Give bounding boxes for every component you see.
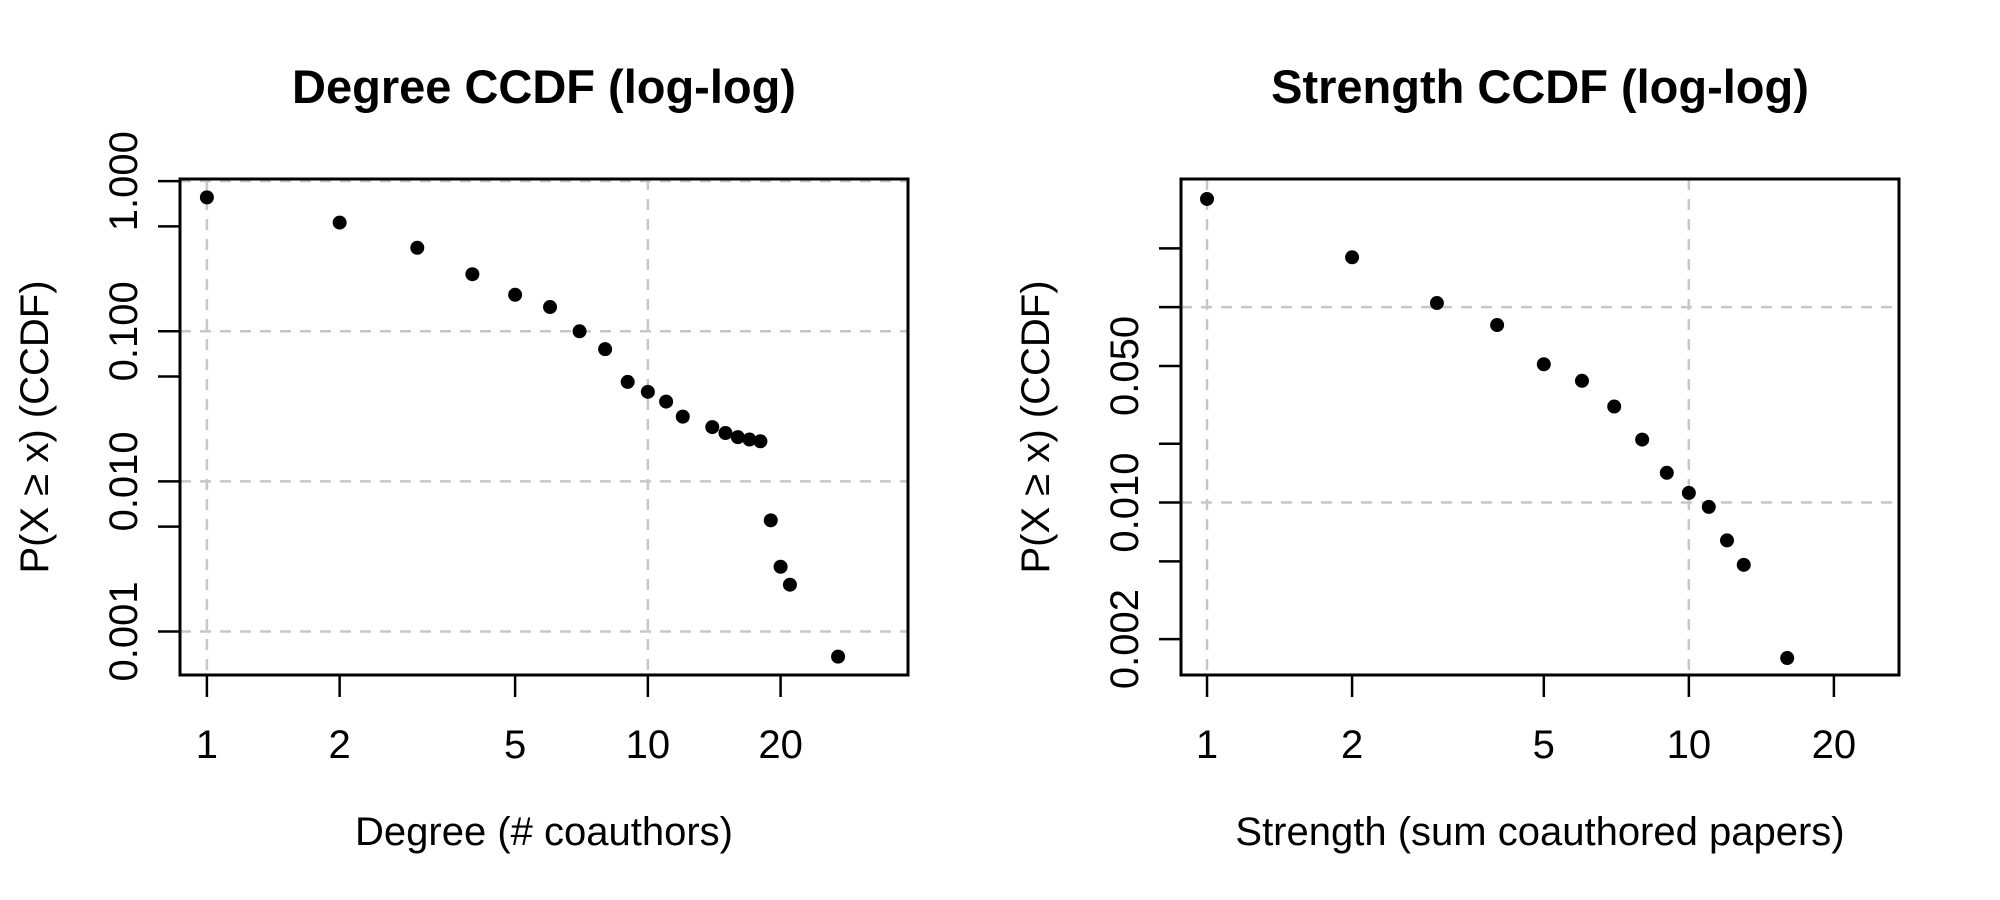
x-tick-label: 20 — [758, 723, 803, 767]
data-point — [1780, 651, 1795, 666]
x-tick-label: 1 — [1196, 723, 1218, 767]
strength-plot-area: 1 2 5 10 20 0.050 0.010 0.002 — [1103, 177, 1901, 767]
data-point — [675, 409, 690, 424]
data-point — [620, 374, 635, 389]
y-tick-label: 0.010 — [102, 431, 146, 531]
data-point — [773, 559, 788, 574]
data-point — [1536, 357, 1551, 372]
data-point — [659, 394, 674, 409]
data-point — [508, 287, 523, 302]
x-tick-label: 5 — [504, 723, 526, 767]
y-tick-label: 0.010 — [1103, 452, 1147, 552]
data-point — [640, 384, 655, 399]
strength-plot-title: Strength CCDF (log-log) — [1271, 60, 1809, 113]
data-point — [1659, 465, 1674, 480]
data-point — [1720, 533, 1735, 548]
data-point — [730, 430, 745, 445]
strength-y-axis-label: P(X ≥ x) (CCDF) — [1014, 280, 1058, 573]
data-point — [763, 513, 778, 528]
y-tick-label: 0.001 — [102, 581, 146, 681]
data-point — [742, 432, 757, 447]
x-tick-label: 20 — [1812, 723, 1857, 767]
y-tick-label: 0.002 — [1103, 589, 1147, 689]
data-point — [1607, 399, 1622, 414]
data-point — [1574, 373, 1589, 388]
degree-plot-area: 1 2 5 10 20 1.000 0.100 0.010 0.001 — [102, 131, 910, 767]
x-tick-label: 2 — [1341, 723, 1363, 767]
degree-y-axis-label: P(X ≥ x) (CCDF) — [13, 280, 57, 573]
plot-frame — [1179, 177, 1901, 677]
degree-ccdf-plot: Degree CCDF (log-log) Degree (# coauthor… — [13, 60, 910, 854]
data-point — [753, 434, 768, 449]
x-tick-label: 1 — [196, 723, 218, 767]
degree-plot-title: Degree CCDF (log-log) — [292, 60, 796, 113]
data-point — [831, 649, 846, 664]
x-tick-label: 2 — [329, 723, 351, 767]
y-tick-label: 0.100 — [102, 281, 146, 381]
data-point — [332, 215, 347, 230]
data-point — [410, 240, 425, 255]
data-point — [465, 267, 480, 282]
data-point — [705, 420, 720, 435]
data-point — [782, 577, 797, 592]
data-point — [1635, 432, 1650, 447]
data-point — [1681, 485, 1696, 500]
x-tick-label: 10 — [626, 723, 671, 767]
strength-x-axis-label: Strength (sum coauthored papers) — [1235, 810, 1844, 854]
data-point — [1736, 557, 1751, 572]
data-point — [572, 324, 587, 339]
data-point — [199, 190, 214, 205]
data-point — [718, 426, 733, 441]
y-tick-label: 0.050 — [1103, 316, 1147, 416]
x-tick-label: 10 — [1667, 723, 1712, 767]
y-tick-label: 1.000 — [102, 131, 146, 231]
data-point — [1429, 296, 1444, 311]
data-point — [1490, 318, 1505, 333]
degree-x-axis-label: Degree (# coauthors) — [355, 810, 733, 854]
data-point — [543, 300, 558, 315]
x-tick-label: 5 — [1533, 723, 1555, 767]
strength-ccdf-plot: Strength CCDF (log-log) Strength (sum co… — [1014, 60, 1901, 854]
data-point — [1345, 250, 1360, 265]
data-point — [598, 342, 613, 357]
data-point — [1200, 191, 1215, 206]
plot-frame — [178, 177, 910, 677]
data-point — [1701, 499, 1716, 514]
